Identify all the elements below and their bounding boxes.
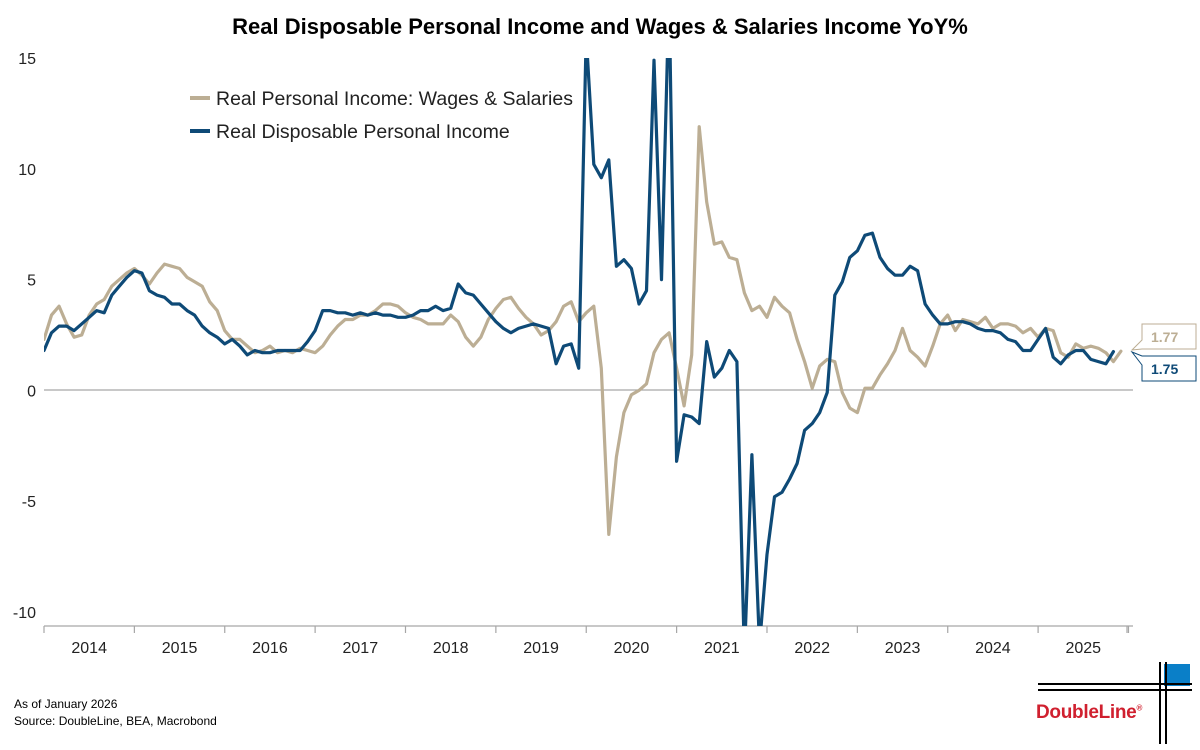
end-label-disposable: 1.75	[1151, 361, 1178, 377]
y-tick-label: 5	[27, 273, 36, 290]
end-label-disposable-box	[1130, 350, 1197, 382]
x-tick-label: 2020	[614, 640, 650, 657]
x-tick-label: 2019	[523, 640, 559, 657]
y-axis: 15 10 5 0 -5 -10	[13, 51, 36, 622]
legend: Real Personal Income: Wages & Salaries R…	[190, 88, 573, 143]
y-tick-label: 10	[18, 162, 36, 179]
x-tick-label: 2015	[162, 640, 198, 657]
x-tick-label: 2025	[1065, 640, 1101, 657]
y-tick-label: -5	[22, 494, 36, 511]
x-tick-label: 2017	[343, 640, 379, 657]
source-note: Source: DoubleLine, BEA, Macrobond	[14, 714, 217, 728]
x-tick-label: 2016	[252, 640, 288, 657]
logo-text: DoubleLine®	[1036, 702, 1143, 723]
x-tick-label: 2021	[704, 640, 740, 657]
x-axis: 2014 2015 2016 2017 2018 2019 2020 2021 2022 2023…	[43, 626, 1130, 657]
x-tick-label: 2018	[433, 640, 469, 657]
as-of-note: As of January 2026	[14, 697, 118, 711]
chart-title: Real Disposable Personal Income and Wage…	[232, 14, 968, 39]
end-label-wages-box	[1130, 323, 1197, 351]
end-label-wages: 1.77	[1151, 329, 1178, 345]
x-tick-label: 2014	[71, 640, 107, 657]
doubleline-logo: DoubleLine®	[1036, 662, 1194, 744]
y-tick-label: 15	[18, 51, 36, 68]
legend-label-disposable: Real Disposable Personal Income	[216, 121, 510, 143]
x-tick-label: 2023	[885, 640, 921, 657]
legend-label-wages: Real Personal Income: Wages & Salaries	[216, 88, 573, 110]
x-tick-label: 2022	[794, 640, 830, 657]
logo-mark-icon	[1038, 662, 1192, 744]
series-line-disposable	[44, 58, 1116, 626]
y-tick-label: -10	[13, 605, 36, 622]
y-tick-label: 0	[27, 383, 36, 400]
x-tick-label: 2024	[975, 640, 1011, 657]
